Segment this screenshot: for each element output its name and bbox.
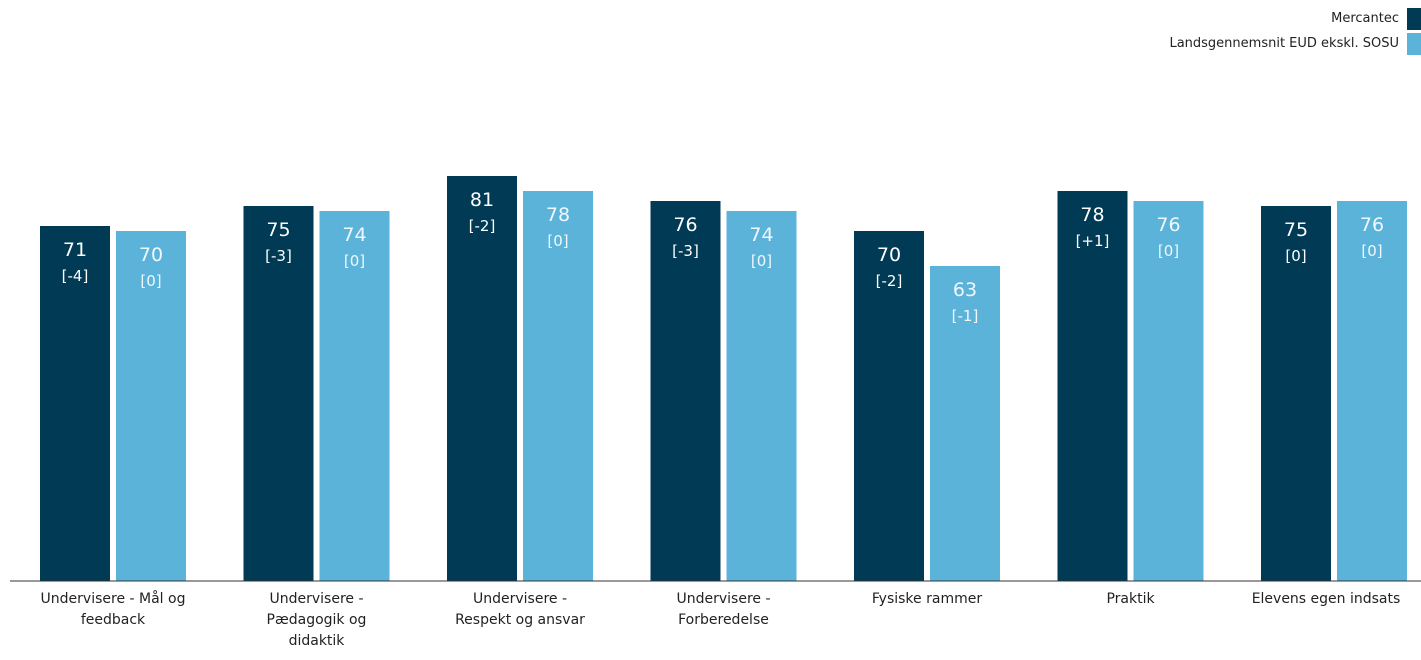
x-axis-tick-label-line: feedback bbox=[80, 612, 146, 628]
x-axis-tick-label-line: Fysiske rammer bbox=[871, 591, 983, 607]
x-axis-tick-label: Undervisere - Pædagogik og didaktik bbox=[222, 589, 412, 652]
bar-landsgennemsnit bbox=[1133, 201, 1204, 581]
bar-mercantec bbox=[243, 206, 314, 581]
bar-change-label: [-4] bbox=[62, 267, 89, 285]
bar-mercantec bbox=[650, 201, 721, 581]
x-axis-tick-label: Elevens egen indsats bbox=[1231, 589, 1421, 610]
x-axis-tick-label-line: Undervisere - Mål og bbox=[40, 591, 186, 607]
bar-value-label: 75 bbox=[266, 219, 290, 241]
legend-swatch bbox=[1407, 7, 1421, 30]
bar-value-label: 70 bbox=[877, 244, 901, 266]
x-axis-tick-label-line: Respekt og ansvar bbox=[455, 612, 585, 628]
x-axis-tick-label-line: Elevens egen indsats bbox=[1251, 591, 1401, 607]
bar-value-label: 75 bbox=[1284, 219, 1308, 241]
bar-value-label: 78 bbox=[1080, 204, 1104, 226]
bar-mercantec bbox=[40, 226, 110, 581]
bar-mercantec bbox=[447, 176, 517, 581]
bar-value-label: 63 bbox=[953, 279, 977, 301]
bar-landsgennemsnit bbox=[116, 231, 186, 581]
bar-change-label: [0] bbox=[1361, 242, 1382, 260]
x-axis-tick-label-line: Pædagogik og bbox=[266, 612, 367, 628]
bar-change-label: [0] bbox=[344, 252, 365, 270]
bar-change-label: [0] bbox=[751, 252, 772, 270]
x-axis-tick-label-line: Undervisere - bbox=[676, 591, 771, 607]
bar-change-label: [-3] bbox=[672, 242, 699, 260]
bar-value-label: 76 bbox=[1156, 214, 1180, 236]
bar-mercantec bbox=[1261, 206, 1331, 581]
bar-value-label: 78 bbox=[546, 204, 570, 226]
bar-change-label: [-2] bbox=[469, 217, 496, 235]
bar-change-label: [+1] bbox=[1076, 232, 1110, 250]
x-axis-tick-label: Fysiske rammer bbox=[832, 589, 1022, 610]
x-axis-tick-label: Undervisere - Mål og feedback bbox=[18, 589, 208, 631]
bar-value-label: 81 bbox=[470, 189, 494, 211]
bar-landsgennemsnit bbox=[1337, 201, 1407, 581]
bar-change-label: [-2] bbox=[876, 272, 903, 290]
bar-change-label: [0] bbox=[1285, 247, 1306, 265]
x-axis-tick-label-line: Undervisere - bbox=[269, 591, 364, 607]
legend: Mercantec Landsgennemsnit EUD ekskl. SOS… bbox=[1169, 6, 1421, 56]
bar-landsgennemsnit bbox=[726, 211, 797, 581]
x-axis-tick-label-line: Forberedelse bbox=[678, 612, 769, 628]
legend-swatch bbox=[1407, 32, 1421, 55]
bar-landsgennemsnit bbox=[523, 191, 593, 581]
bar-value-label: 76 bbox=[673, 214, 697, 236]
bars-layer: 71 [-4] 70 [0] 75 [-3] 74 [0] 81 [-2] 78 [0] 76 [-3] 7… bbox=[40, 176, 1407, 581]
x-axis-tick-label: Undervisere - Forberedelse bbox=[629, 589, 819, 631]
bar-change-label: [-3] bbox=[265, 247, 292, 265]
bar-value-label: 76 bbox=[1360, 214, 1384, 236]
bar-landsgennemsnit bbox=[930, 266, 1000, 581]
legend-item-landsgennemsnit: Landsgennemsnit EUD ekskl. SOSU bbox=[1169, 31, 1421, 56]
x-axis-tick-label: Praktik bbox=[1036, 589, 1226, 610]
x-axis-tick-label-line: Praktik bbox=[1106, 591, 1155, 607]
legend-item-mercantec: Mercantec bbox=[1169, 6, 1421, 31]
bar-value-label: 71 bbox=[63, 239, 87, 261]
bar-change-label: [0] bbox=[1158, 242, 1179, 260]
bar-mercantec bbox=[854, 231, 924, 581]
bar-value-label: 70 bbox=[139, 244, 163, 266]
x-axis-tick-label-line: Undervisere - bbox=[472, 591, 568, 607]
bar-mercantec bbox=[1057, 191, 1128, 581]
bar-value-label: 74 bbox=[749, 224, 773, 246]
bar-change-label: [-1] bbox=[952, 307, 979, 325]
bar-change-label: [0] bbox=[547, 232, 568, 250]
legend-label: Mercantec bbox=[1331, 11, 1399, 26]
legend-label: Landsgennemsnit EUD ekskl. SOSU bbox=[1169, 36, 1399, 51]
x-axis-tick-label-line: didaktik bbox=[288, 633, 345, 649]
x-axis-tick-label: Undervisere - Respekt og ansvar bbox=[425, 589, 615, 631]
bar-landsgennemsnit bbox=[319, 211, 390, 581]
bar-change-label: [0] bbox=[140, 272, 161, 290]
bar-value-label: 74 bbox=[342, 224, 366, 246]
